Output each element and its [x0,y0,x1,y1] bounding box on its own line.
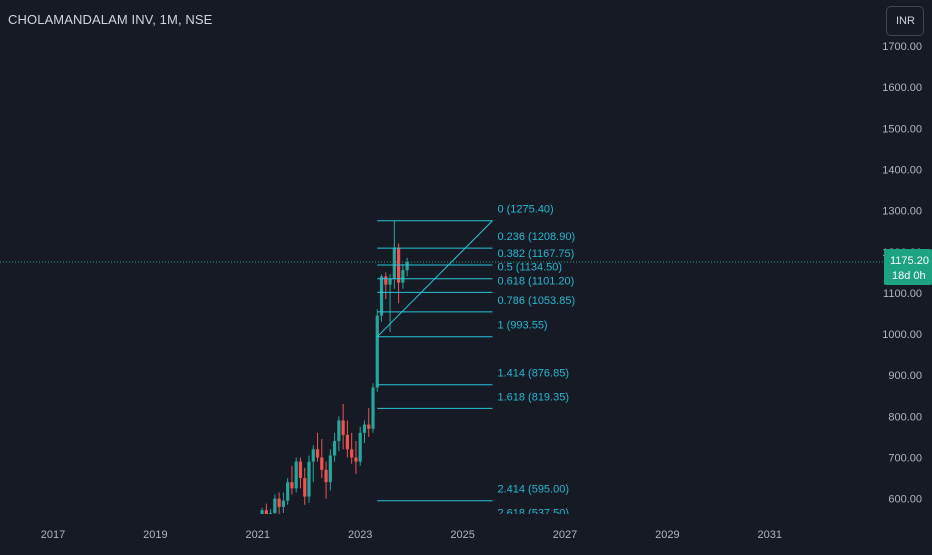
last-price-badge: 1175.20 18d 0h [884,248,932,285]
y-tick-label: 1000.00 [882,329,922,341]
candle-body [303,478,307,497]
candle-body [388,278,392,285]
y-tick-label: 700.00 [888,453,922,465]
y-tick-label: 1600.00 [882,82,922,94]
currency-button[interactable]: INR [886,6,924,36]
fib-level-label: 1 (993.55) [497,320,547,332]
candle-body [345,434,349,450]
fib-level-label: 0.5 (1134.50) [497,262,562,274]
fib-level-label: 0 (1275.40) [497,204,553,216]
x-tick-label: 2023 [348,529,372,541]
y-tick-label: 1500.00 [882,123,922,135]
x-tick-label: 2019 [143,529,167,541]
fib-level-label: 0.786 (1053.85) [497,295,575,307]
x-axis-panel[interactable] [0,514,932,550]
y-tick-label: 1700.00 [882,41,922,53]
fib-level-label: 0.236 (1208.90) [497,231,575,243]
candle-body [324,469,328,483]
fibonacci-retracement[interactable]: 0 (1275.40) 0.236 (1208.90) 0.382 (1167.75… [376,204,575,525]
candle-body [315,449,320,458]
fib-level-label: 1.618 (819.35) [497,391,569,403]
fib-level-label: 0.382 (1167.75) [497,248,574,260]
last-price-value: 1175.20 [890,255,929,267]
y-tick-label: 600.00 [888,494,922,506]
candle-body [392,247,396,279]
y-tick-label: 1100.00 [883,288,922,300]
x-tick-label: 2025 [450,529,474,541]
price-badge-background [884,248,932,285]
x-tick-label: 2021 [246,529,270,541]
candle-body [358,432,362,462]
candle-body [379,276,384,316]
y-tick-label: 1300.00 [882,206,922,218]
candle-body [281,500,285,507]
fib-trend-line[interactable] [376,220,493,338]
bar-countdown: 18d 0h [892,270,926,282]
candle-body [294,461,298,489]
x-tick-label: 2031 [758,529,782,541]
candle-body [311,449,315,462]
candle-body [286,482,290,501]
candle-body [333,441,337,456]
candle-body [371,387,375,429]
x-tick-label: 2017 [41,529,65,541]
x-axis-labels: 2017 2019 2021 2023 2025 2027 2029 2031 [41,529,782,541]
candle-body [298,461,303,479]
fib-level-label: 0.618 (1101.20) [497,275,574,287]
y-tick-label: 800.00 [888,411,922,423]
candle-body [260,510,264,516]
candle-body [401,270,405,283]
candle-body [277,498,281,507]
candle-body [362,424,367,433]
candle-body [384,276,388,285]
fib-level-label: 2.414 (595.00) [497,484,569,496]
y-tick-label: 1400.00 [882,164,922,176]
candle-body [328,455,332,483]
x-tick-label: 2027 [553,529,577,541]
candle-body [273,498,277,514]
x-tick-label: 2029 [655,529,679,541]
y-tick-label: 900.00 [888,370,922,382]
candle-body [405,261,409,271]
candles-group [260,220,409,534]
candle-body [341,420,345,435]
candle-body [367,424,371,429]
candle-body [320,457,324,470]
candle-body [350,449,354,458]
candle-body [354,457,358,462]
candle-body [375,315,379,388]
candle-body [290,482,294,489]
candle-body [307,461,311,497]
candle-body [337,420,341,442]
symbol-title: CHOLAMANDALAM INV, 1M, NSE [8,12,213,27]
fib-level-label: 1.414 (876.85) [497,368,569,380]
